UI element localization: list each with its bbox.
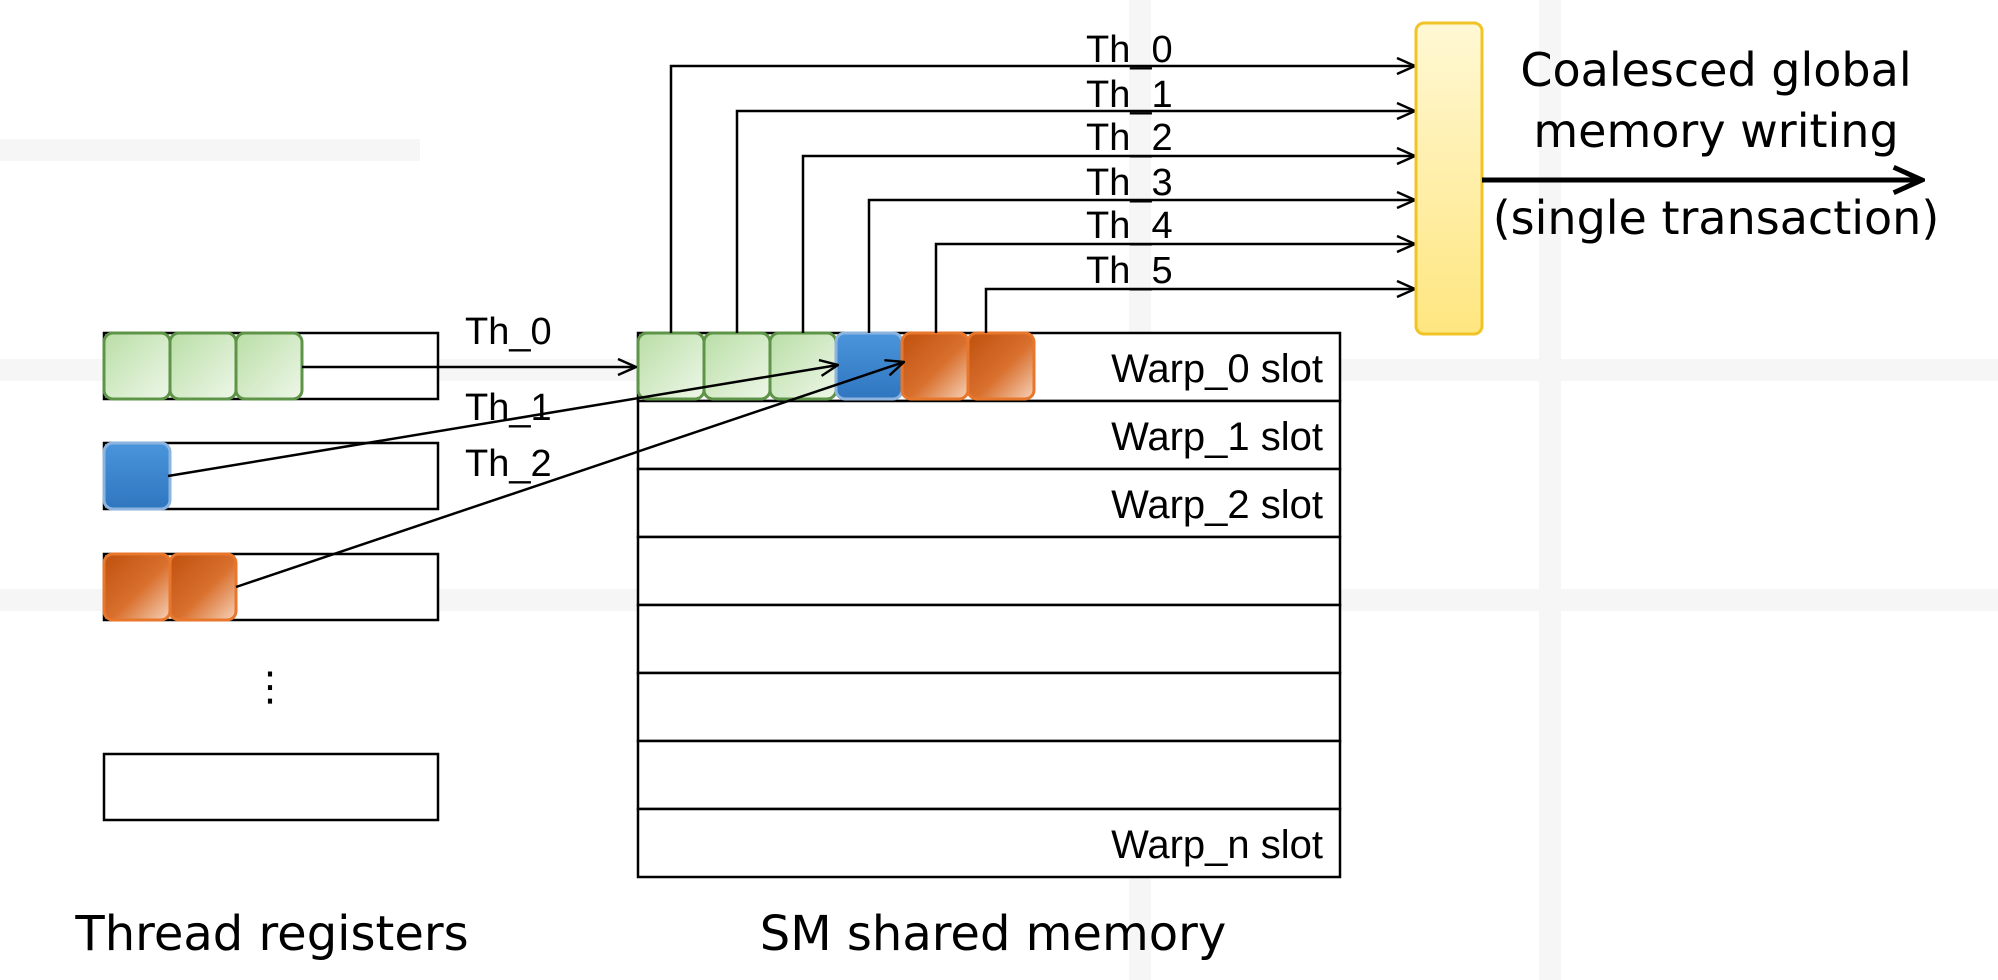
slot-label-warp-0: Warp_0 slot bbox=[1111, 347, 1323, 391]
orange-cell bbox=[168, 552, 238, 622]
global-thread-label-4: Th_4 bbox=[1086, 205, 1173, 247]
arrow-global-th-3 bbox=[867, 200, 1415, 333]
warp-slot-row bbox=[636, 671, 1342, 743]
slot-labels: Warp_0 slot Warp_1 slot Warp_2 slot Warp… bbox=[1111, 347, 1323, 867]
register-ellipsis: ⋮ bbox=[250, 664, 290, 710]
arrow-global-th-1 bbox=[735, 111, 1415, 333]
warp-slot-row bbox=[636, 399, 1342, 471]
thread-label-2: Th_2 bbox=[465, 443, 552, 485]
output-line-3: (single transaction) bbox=[1493, 191, 1940, 245]
green-cell bbox=[702, 331, 772, 401]
warp-slot-row bbox=[636, 739, 1342, 811]
warp-slot-row bbox=[636, 807, 1342, 879]
slot-label-warp-1: Warp_1 slot bbox=[1111, 415, 1323, 459]
output-line-1: Coalesced global bbox=[1520, 43, 1911, 97]
arrow-global-th-0 bbox=[669, 66, 1415, 333]
output-description: Coalesced global memory writing (single … bbox=[1493, 43, 1940, 245]
slot-label-warp-2: Warp_2 slot bbox=[1111, 483, 1323, 527]
warp-slot-row bbox=[636, 603, 1342, 675]
green-cell bbox=[234, 331, 304, 401]
arrow-global-th-2 bbox=[801, 156, 1415, 333]
shared-to-global-arrows bbox=[669, 66, 1415, 333]
arrow-global-th-5 bbox=[984, 289, 1415, 333]
arrow-th-1 bbox=[167, 365, 838, 478]
arrow-global-th-4 bbox=[934, 244, 1415, 333]
register-thread-labels: Th_0 Th_1 Th_2 bbox=[465, 311, 552, 485]
global-thread-label-5: Th_5 bbox=[1086, 250, 1173, 292]
blue-cell bbox=[102, 441, 172, 511]
register-row-n bbox=[102, 752, 440, 822]
warp-slot-row bbox=[636, 535, 1342, 607]
global-write-buffer bbox=[1414, 21, 1484, 336]
warp-slot-row bbox=[636, 467, 1342, 539]
global-thread-label-0: Th_0 bbox=[1086, 29, 1173, 71]
arrow-th-2 bbox=[235, 362, 904, 589]
thread-registers-caption: Thread registers bbox=[74, 906, 468, 962]
global-thread-label-2: Th_2 bbox=[1086, 117, 1173, 159]
green-cell bbox=[102, 331, 172, 401]
slot-label-warp-n: Warp_n slot bbox=[1111, 823, 1323, 867]
global-thread-label-1: Th_1 bbox=[1086, 74, 1173, 116]
thread-label-0: Th_0 bbox=[465, 311, 552, 353]
orange-cell bbox=[102, 552, 172, 622]
global-thread-label-3: Th_3 bbox=[1086, 162, 1173, 204]
output-line-2: memory writing bbox=[1533, 104, 1898, 158]
green-cell bbox=[168, 331, 238, 401]
global-thread-labels: Th_0 Th_1 Th_2 Th_3 Th_4 Th_5 bbox=[1086, 29, 1173, 292]
thread-label-1: Th_1 bbox=[465, 387, 552, 429]
orange-cell bbox=[900, 331, 970, 401]
orange-cell bbox=[966, 331, 1036, 401]
register-to-shared-arrows bbox=[167, 362, 904, 589]
register-cells bbox=[102, 331, 304, 622]
shared-memory-caption: SM shared memory bbox=[760, 906, 1226, 962]
